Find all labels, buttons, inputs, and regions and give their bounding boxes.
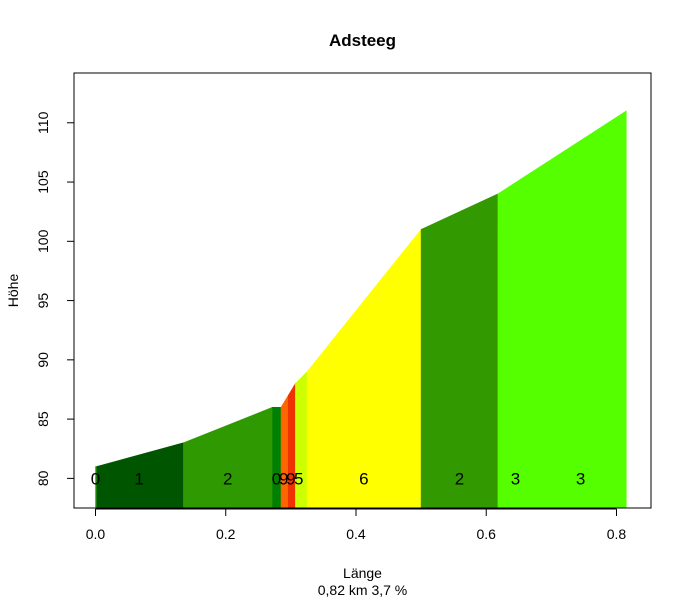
profile-segment-3 — [183, 406, 273, 509]
distance-gradient-summary: 0,82 km 3,7 % — [318, 582, 408, 598]
profile-segments — [95, 110, 627, 509]
x-tick-label-3: 0.4 — [346, 526, 366, 542]
segment-gradient-label-8: 6 — [359, 469, 368, 488]
y-tick-label-6: 105 — [35, 170, 51, 194]
segment-gradient-label-3: 2 — [223, 469, 232, 488]
profile-segment-6 — [287, 382, 296, 509]
profile-segment-4 — [272, 406, 282, 509]
segment-gradient-label-11: 3 — [576, 469, 585, 488]
y-tick-label-3: 90 — [35, 352, 51, 368]
x-tick-label-1: 0.0 — [86, 526, 106, 542]
y-axis: 80 85 90 95 100 105 110 — [35, 111, 75, 486]
segment-gradient-label-6: 9 — [286, 469, 295, 488]
y-axis-label: Höhe — [5, 274, 21, 308]
y-tick-label-2: 85 — [35, 411, 51, 427]
profile-segment-10 — [497, 110, 627, 509]
x-axis-label: Länge — [343, 565, 382, 581]
y-tick-label-1: 80 — [35, 470, 51, 486]
profile-segment-5 — [280, 394, 289, 509]
x-tick-label-4: 0.6 — [477, 526, 497, 542]
segment-gradient-label-9: 2 — [455, 469, 464, 488]
segment-gradient-label-2: 1 — [134, 469, 143, 488]
profile-segment-9 — [420, 193, 499, 509]
chart-title: Adsteeg — [329, 31, 396, 50]
y-tick-label-4: 95 — [35, 293, 51, 309]
y-tick-label-7: 110 — [35, 111, 51, 134]
segment-gradient-label-4: 0 — [272, 469, 281, 488]
segment-gradient-label-10: 3 — [511, 469, 520, 488]
x-tick-label-5: 0.8 — [607, 526, 627, 542]
x-tick-label-2: 0.2 — [216, 526, 236, 542]
profile-segment-8 — [306, 228, 422, 509]
segment-gradient-label-1: 0 — [91, 469, 100, 488]
x-axis: 0.0 0.2 0.4 0.6 0.8 — [86, 508, 627, 542]
y-tick-label-5: 100 — [35, 229, 51, 253]
segment-gradient-label-7: 5 — [294, 469, 303, 488]
segment-gradient-label-5: 9 — [279, 469, 288, 488]
